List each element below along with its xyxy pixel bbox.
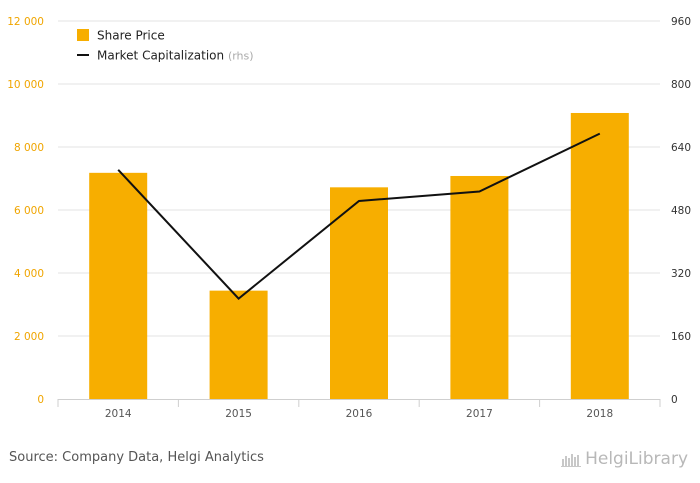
brand-name: HelgiLibrary (585, 449, 688, 469)
bar-2014 (89, 172, 148, 399)
legend-label-share-price: Share Price (97, 29, 165, 43)
legend-label-market-cap: Market Capitalization (rhs) (97, 49, 254, 63)
category-label: 2015 (225, 408, 252, 420)
library-icon (561, 451, 582, 467)
right-axis-tick-label: 960 (671, 16, 691, 28)
source-note: Source: Company Data, Helgi Analytics (9, 450, 264, 465)
left-axis-tick-label: 6 000 (14, 205, 44, 217)
left-axis-tick-label: 8 000 (14, 142, 44, 154)
legend: Share Price Market Capitalization (rhs) (77, 29, 254, 63)
right-axis-tick-label: 640 (671, 142, 691, 154)
left-axis-tick-label: 2 000 (14, 331, 44, 343)
right-axis-tick-label: 480 (671, 205, 691, 217)
bar-series (89, 112, 629, 399)
bar-2017 (450, 175, 509, 399)
legend-label-rhs-suffix: (rhs) (228, 50, 254, 63)
right-axis-tick-label: 0 (671, 394, 678, 406)
right-axis-tick-label: 320 (671, 268, 691, 280)
line-series (117, 132, 601, 300)
brand-logo: HelgiLibrary (561, 448, 688, 470)
right-axis-tick-label: 160 (671, 331, 691, 343)
bar-2016 (330, 187, 388, 399)
right-axis-tick-label: 800 (671, 79, 691, 91)
left-axis-tick-label: 10 000 (7, 79, 44, 91)
axes: 0 2 000 4 000 6 000 8 000 10 000 12 000 0 160 320… (7, 16, 691, 420)
category-label: 2018 (586, 408, 613, 420)
category-label: 2017 (466, 408, 493, 420)
bar-2018 (570, 112, 629, 399)
left-axis-tick-label: 12 000 (7, 16, 44, 28)
bar-2015 (209, 290, 268, 399)
left-axis-tick-label: 0 (37, 394, 44, 406)
category-label: 2014 (105, 408, 132, 420)
left-axis-tick-label: 4 000 (14, 268, 44, 280)
legend-swatch-share-price (77, 29, 89, 41)
category-label: 2016 (346, 408, 373, 420)
